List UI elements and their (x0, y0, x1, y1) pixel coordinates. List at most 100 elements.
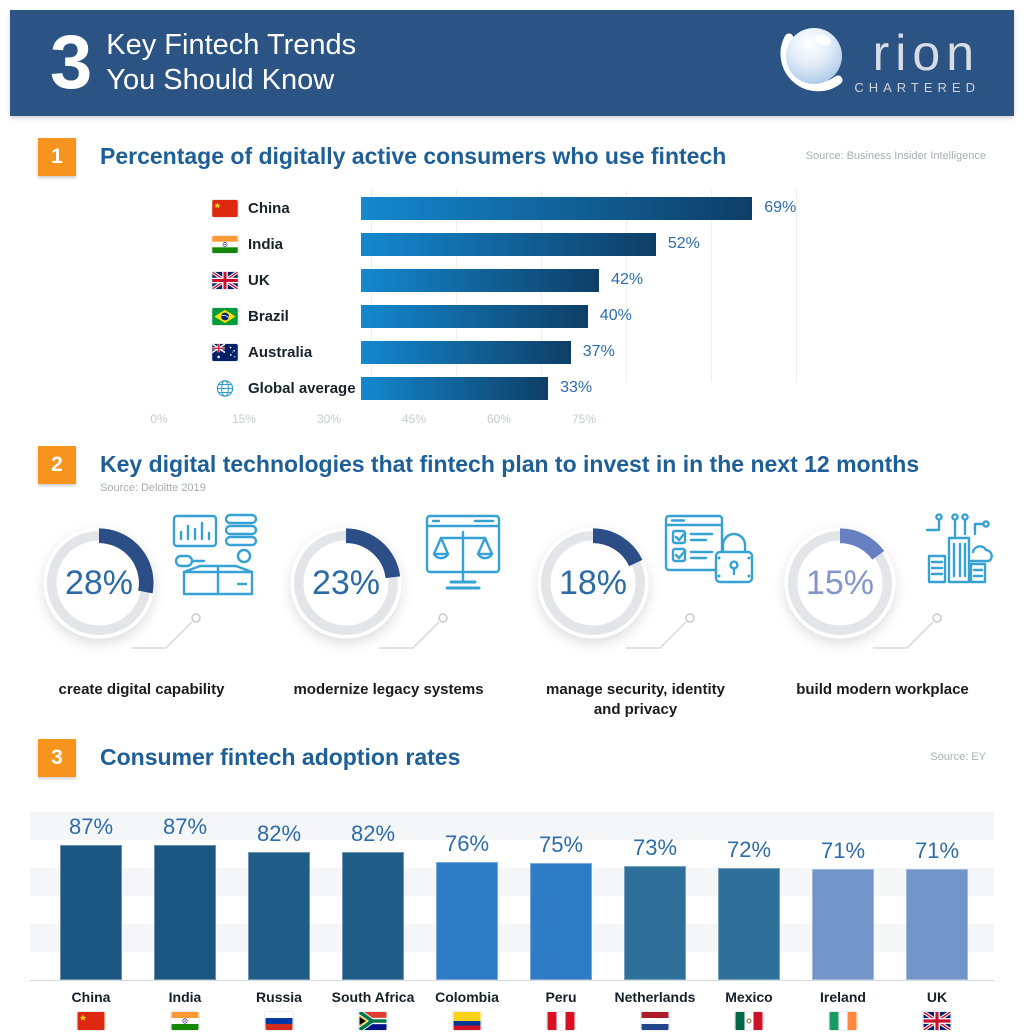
bar-col-india: 87% (138, 814, 232, 980)
bar-value: 69% (764, 199, 797, 216)
bar-row-brazil: Brazil 40% (212, 298, 1024, 334)
bar-netherlands (624, 866, 686, 980)
section-1-source: Source: Business Insider Intelligence (805, 150, 986, 162)
donut-col-modernize-legacy-systems: 23% modernize legacy systems (265, 512, 512, 721)
bar-row-australia: Australia 37% (212, 334, 1024, 370)
flag-china-icon (212, 199, 238, 217)
checklist-lock-icon (664, 514, 754, 584)
country-col-russia: Russia (232, 989, 326, 1030)
flag-brazil-icon (212, 307, 238, 325)
section-2-badge: 2 (38, 446, 76, 484)
donut-chart-23: 23% (283, 520, 409, 646)
bar-col-mexico: 72% (702, 837, 796, 980)
section-3-title: Consumer fintech adoption rates (100, 743, 461, 770)
bar-col-south-africa: 82% (326, 821, 420, 980)
flag-south-africa-icon (359, 1011, 387, 1030)
country-col-india: India (138, 989, 232, 1030)
donut-chart-18: 18% (530, 520, 656, 646)
header-title: Key Fintech Trends You Should Know (106, 28, 357, 96)
country-col-china: China (44, 989, 138, 1030)
flag-india-icon (171, 1011, 199, 1030)
donut-caption: manage security, identity and privacy (546, 681, 725, 719)
donut-caption: modernize legacy systems (293, 681, 484, 698)
bar-label: India (248, 235, 284, 253)
bar-uk (361, 268, 600, 292)
donut-value: 28% (64, 563, 134, 602)
x-axis: 0% 15% 30% 45% 60% 75% (150, 406, 1024, 430)
bar-value: 72% (726, 836, 772, 862)
bar-india (361, 232, 656, 256)
donut-caption: build modern workplace (796, 681, 969, 698)
fintech-usage-bar-chart: China 69% India 52% UK 42% (212, 190, 1024, 406)
country-labels-row: China India Russia South Africa Colombia… (30, 981, 994, 1030)
donut-col-build-modern-workplace: 15% build (759, 512, 1006, 721)
bar-value: 40% (599, 307, 632, 324)
donut-col-create-digital-capability: 28% create digital ca (18, 512, 265, 721)
flag-colombia-icon (453, 1011, 481, 1030)
orion-sphere-icon (780, 28, 843, 92)
header-count: 3 (50, 20, 92, 105)
bar-row-uk: UK 42% (212, 262, 1024, 298)
country-col-mexico: Mexico (702, 989, 796, 1030)
axis-tick: 15% (231, 412, 257, 426)
connector-line (873, 613, 942, 649)
donut-value: 15% (805, 563, 875, 602)
section-3-source: Source: EY (930, 750, 986, 763)
globe-icon (212, 379, 238, 397)
bar-value: 87% (68, 813, 114, 839)
donut-caption: create digital capability (58, 681, 225, 698)
flag-ireland-icon (829, 1011, 857, 1030)
section-3-badge: 3 (38, 738, 76, 777)
bar-col-ireland: 71% (796, 838, 890, 980)
bar-value: 37% (582, 343, 615, 360)
axis-tick: 45% (401, 412, 427, 426)
bar-ireland (812, 869, 874, 980)
axis-tick: 0% (150, 412, 168, 426)
bar-value: 71% (914, 838, 960, 864)
section-2-title: Key digital technologies that fintech pl… (100, 451, 920, 477)
bar-india (154, 844, 216, 980)
bar-australia (361, 340, 571, 364)
bar-value: 71% (820, 838, 866, 864)
bar-col-uk: 71% (890, 838, 984, 980)
bar-row-india: India 52% (212, 226, 1024, 262)
bar-value: 76% (444, 830, 490, 856)
bar-uk (906, 869, 968, 980)
section-1: 1 Percentage of digitally active consume… (0, 138, 1024, 430)
bar-row-china: China 69% (212, 190, 1024, 226)
technology-donut-charts: 28% create digital ca (0, 512, 1024, 721)
flag-netherlands-icon (641, 1011, 669, 1030)
bar-china (60, 844, 122, 980)
bar-value: 73% (632, 835, 678, 861)
bar-col-peru: 75% (514, 832, 608, 980)
axis-tick: 75% (571, 412, 597, 426)
bar-mexico (718, 867, 780, 980)
bar-south-africa (342, 852, 404, 980)
flag-mexico-icon (735, 1011, 763, 1030)
bar-col-russia: 82% (232, 821, 326, 980)
bar-label: UK (248, 271, 270, 289)
connector-line (379, 613, 448, 649)
country-col-uk: UK (890, 989, 984, 1030)
bar-label: Global average (248, 379, 356, 397)
axis-tick: 60% (486, 412, 512, 426)
section-2: 2 Key digital technologies that fintech … (0, 446, 1024, 721)
section-2-source: Source: Deloitte 2019 (100, 482, 206, 494)
flag-peru-icon (547, 1011, 575, 1030)
bar-colombia (436, 861, 498, 980)
country-col-ireland: Ireland (796, 989, 890, 1030)
bar-col-netherlands: 73% (608, 835, 702, 980)
flag-uk-icon (923, 1011, 951, 1030)
section-3: 3 Consumer fintech adoption rates Source… (0, 738, 1024, 1030)
bar-peru (530, 863, 592, 980)
logo-brand-text: rion (872, 25, 980, 81)
logo-sub-text: CHARTERED (854, 80, 980, 95)
bar-russia (248, 852, 310, 980)
bar-value: 42% (611, 271, 644, 288)
bar-value: 82% (350, 821, 396, 847)
bar-value: 87% (162, 813, 208, 839)
country-col-colombia: Colombia (420, 989, 514, 1030)
section-1-title: Percentage of digitally active consumers… (100, 143, 727, 169)
country-col-netherlands: Netherlands (608, 989, 702, 1030)
adoption-rates-bar-chart: 87% 87% 82% 82% 76% 75% 73% 72% (30, 784, 994, 981)
